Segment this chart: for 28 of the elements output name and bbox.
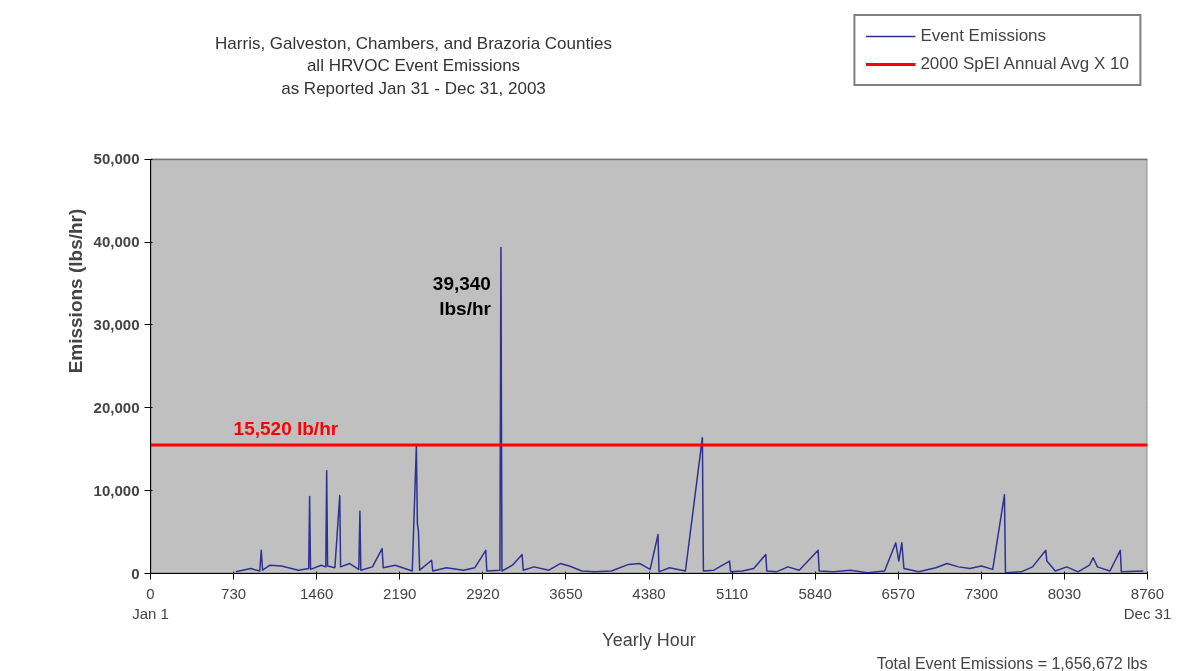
x-tick-label: 7300	[964, 584, 999, 602]
y-tick-label: 0	[131, 564, 140, 582]
y-tick-label: 40,000	[93, 233, 140, 251]
x-tick-label: 6570	[881, 584, 915, 602]
x-tick-label: 5840	[798, 584, 832, 602]
y-tick-label: 20,000	[93, 398, 140, 416]
x-axis-title: Yearly Hour	[602, 629, 696, 650]
x-tick-label: 4380	[632, 584, 666, 602]
y-axis-title: Emissions (lbs/hr)	[64, 208, 86, 374]
x-tick-label: 0 Jan 1	[132, 584, 169, 622]
x-tick-label: 2920	[466, 584, 500, 602]
legend-label: Event Emissions	[920, 26, 1047, 46]
y-tick-label: 10,000	[93, 481, 140, 499]
x-tick-label: 5110	[715, 584, 749, 602]
annotation: 39,340 lbs/hr	[432, 272, 492, 319]
x-tick-label: 3650	[549, 584, 583, 602]
text: Total Event Emissions = 1,656,672 lbs	[876, 654, 1148, 671]
line-series	[235, 246, 1145, 574]
y-tick-label: 30,000	[93, 315, 140, 333]
x-tick-label: 8030	[1047, 584, 1082, 602]
x-tick-label: 8760 Dec 31	[1123, 584, 1172, 622]
chart-title: Harris, Galveston, Chambers, and Brazoria Counties all HRVOC Event Emissions as Reported Jan 31 - Dec 31, 2003	[215, 33, 612, 99]
x-tick-label: 730	[221, 584, 247, 602]
legend-label: 2000 SpEI Annual Avg X 10	[920, 54, 1129, 74]
annotation: 15,520 lb/hr	[233, 417, 339, 439]
y-tick-label: 50,000	[93, 150, 140, 168]
x-tick-label: 1460	[299, 584, 334, 602]
x-tick-label: 2190	[383, 584, 417, 602]
